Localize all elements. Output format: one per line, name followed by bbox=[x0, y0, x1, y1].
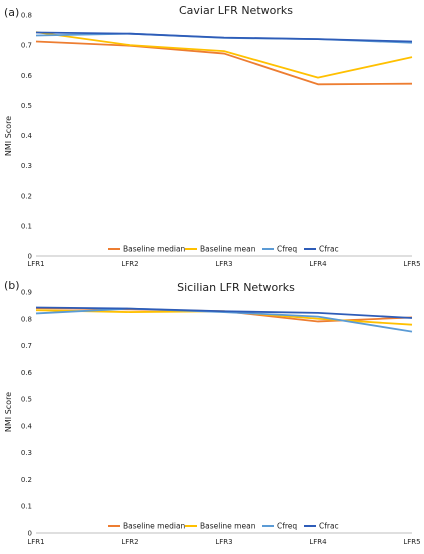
series-line-baseline-mean bbox=[35, 31, 413, 79]
y-tick-label: 0.2 bbox=[21, 476, 32, 484]
panel-label: (b) bbox=[4, 279, 20, 292]
y-tick-label: 0.4 bbox=[21, 422, 33, 430]
series-line-cfrac bbox=[35, 31, 413, 43]
x-tick-label: LFR5 bbox=[403, 260, 420, 268]
y-tick-label: 0.8 bbox=[21, 12, 32, 20]
y-axis-label: NMI Score bbox=[4, 116, 13, 156]
x-tick-label: LFR3 bbox=[215, 260, 232, 268]
x-tick-label: LFR4 bbox=[309, 260, 327, 268]
y-tick-label: 0.5 bbox=[21, 102, 32, 110]
x-tick-label: LFR4 bbox=[309, 538, 327, 546]
y-tick-label: 0.4 bbox=[21, 132, 33, 140]
x-tick-label: LFR2 bbox=[121, 260, 138, 268]
legend-label-cfrac: Cfrac bbox=[319, 245, 339, 254]
x-tick-label: LFR1 bbox=[27, 538, 44, 546]
y-tick-label: 0.3 bbox=[21, 162, 32, 170]
y-tick-label: 0 bbox=[28, 530, 32, 538]
legend-label-baseline-mean: Baseline mean bbox=[200, 245, 256, 254]
chart-panel: (b) Sicilian LFR Networks NMI Score 0 0.1 0.2… bbox=[4, 279, 421, 546]
chart-title: Sicilian LFR Networks bbox=[177, 281, 295, 294]
series-line-baseline-median bbox=[35, 40, 413, 86]
x-tick-label: LFR1 bbox=[27, 260, 44, 268]
y-tick-label: 0.7 bbox=[21, 342, 32, 350]
chart-title: Caviar LFR Networks bbox=[179, 4, 293, 17]
x-tick-label: LFR5 bbox=[403, 538, 420, 546]
legend-label-baseline-median: Baseline median bbox=[123, 522, 186, 531]
y-tick-label: 0.8 bbox=[21, 315, 32, 323]
series-line-cfrac bbox=[35, 306, 413, 319]
y-axis-label: NMI Score bbox=[4, 392, 13, 432]
legend-label-cfreq: Cfreq bbox=[277, 522, 297, 531]
y-tick-label: 0.9 bbox=[21, 289, 32, 297]
chart-panel: (a) Caviar LFR Networks NMI Score 0 0.1 0.2 0.… bbox=[4, 4, 421, 268]
x-tick-label: LFR3 bbox=[215, 538, 232, 546]
y-tick-label: 0.6 bbox=[21, 72, 33, 80]
y-tick-label: 0.3 bbox=[21, 449, 32, 457]
panel-label: (a) bbox=[4, 6, 19, 19]
y-tick-label: 0.2 bbox=[21, 192, 32, 200]
y-tick-label: 0.5 bbox=[21, 396, 32, 404]
legend-label-cfrac: Cfrac bbox=[319, 522, 339, 531]
legend-label-baseline-mean: Baseline mean bbox=[200, 522, 256, 531]
legend-label-baseline-median: Baseline median bbox=[123, 245, 186, 254]
x-tick-label: LFR2 bbox=[121, 538, 138, 546]
y-tick-label: 0.1 bbox=[21, 503, 32, 511]
y-tick-label: 0.7 bbox=[21, 42, 32, 50]
legend-label-cfreq: Cfreq bbox=[277, 245, 297, 254]
y-tick-label: 0 bbox=[28, 253, 32, 261]
y-tick-label: 0.6 bbox=[21, 369, 33, 377]
y-tick-label: 0.1 bbox=[21, 222, 32, 230]
